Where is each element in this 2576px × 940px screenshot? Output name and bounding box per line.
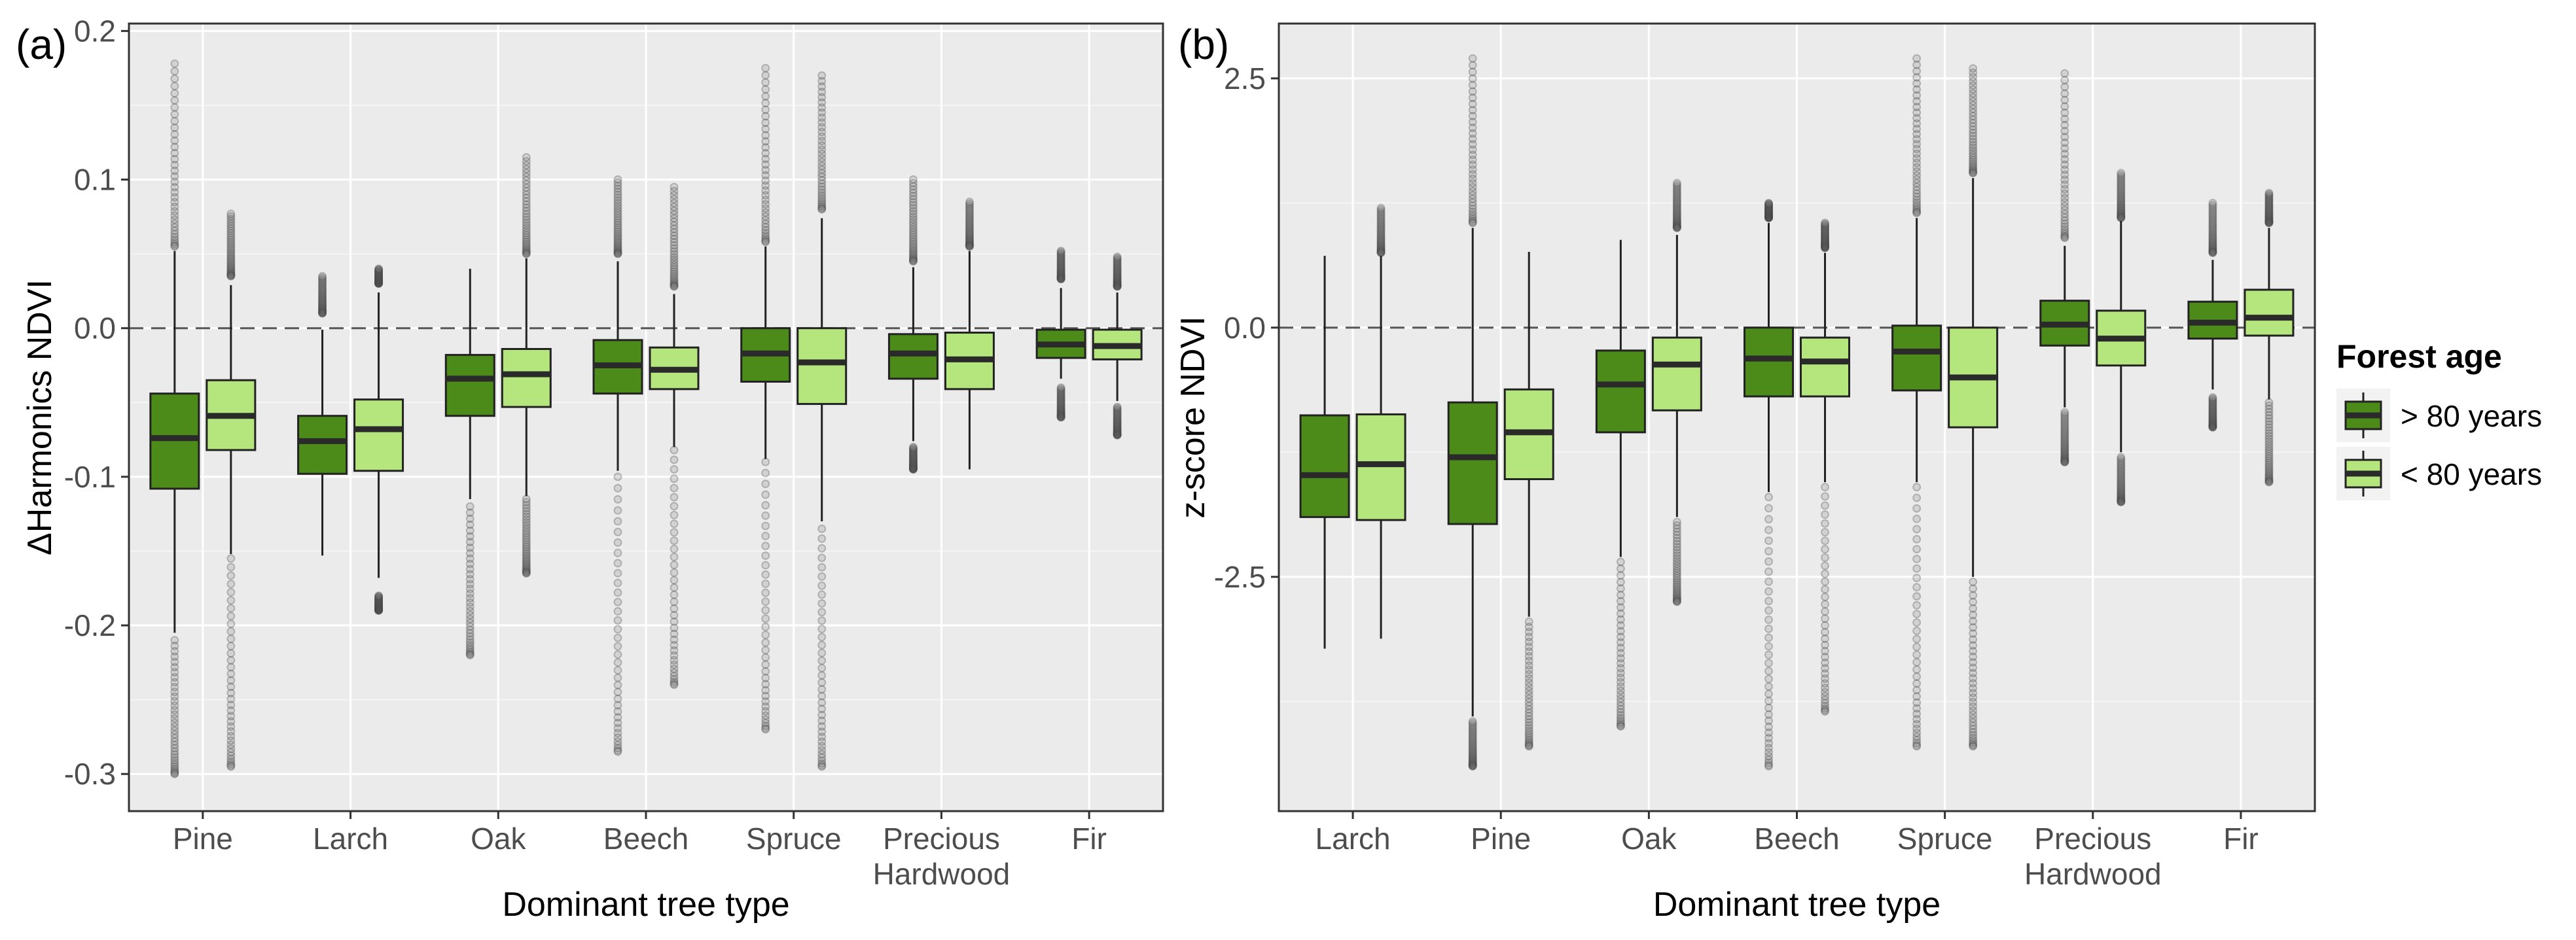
y-tick-label: 0.0 — [1224, 311, 1266, 345]
panel-label: (b) — [1178, 21, 1229, 68]
box-precious-over-80 — [887, 175, 939, 474]
box-fir-under-80 — [2244, 188, 2295, 487]
box-pine-over-80 — [149, 59, 200, 778]
x-tick-label: Oak — [1621, 822, 1677, 856]
x-tick-label: Precious — [883, 822, 1000, 856]
box-larch-over-80 — [1299, 256, 1350, 649]
legend-label-under-80: < 80 years — [2401, 457, 2542, 491]
legend-label-over-80: > 80 years — [2401, 399, 2542, 433]
box-spruce-under-80 — [1948, 64, 1999, 751]
y-tick-label: -2.5 — [1214, 560, 1266, 594]
box-larch-under-80 — [1355, 203, 1406, 639]
x-tick-label: Larch — [313, 822, 388, 856]
x-tick-label: Spruce — [1897, 822, 1993, 856]
box-spruce-over-80 — [1891, 54, 1942, 751]
x-tick-label: Hardwood — [873, 857, 1011, 891]
box-oak-under-80 — [501, 152, 552, 578]
x-tick-label: Beech — [1754, 822, 1839, 856]
y-tick-label: -0.1 — [64, 460, 116, 494]
box-pine-under-80 — [206, 209, 257, 771]
y-tick-label: -0.3 — [64, 757, 116, 791]
x-tick-label: Spruce — [746, 822, 842, 856]
box-pine-over-80 — [1447, 54, 1498, 771]
x-tick-label: Larch — [1315, 822, 1391, 856]
x-tick-label: Pine — [1471, 822, 1531, 856]
x-tick-label: Oak — [471, 822, 526, 856]
box-fir-over-80 — [2187, 198, 2238, 432]
box-beech-under-80 — [649, 183, 700, 689]
box-fir-over-80 — [1035, 247, 1086, 422]
y-tick-label: 0.1 — [74, 163, 116, 197]
box-beech-over-80 — [592, 175, 643, 756]
x-tick-label: Hardwood — [2024, 857, 2162, 891]
box-pine-under-80 — [1503, 252, 1554, 751]
x-tick-label: Beech — [603, 822, 689, 856]
box-larch-over-80 — [297, 271, 348, 556]
box-precious-over-80 — [2039, 69, 2090, 467]
y-tick-label: 2.5 — [1224, 61, 1266, 96]
y-tick-label: 0.2 — [74, 14, 116, 48]
box-beech-under-80 — [1800, 218, 1850, 716]
x-axis-title: Dominant tree type — [502, 886, 789, 924]
box-oak-under-80 — [1651, 179, 1702, 606]
x-tick-label: Fir — [1071, 822, 1107, 856]
box-oak-over-80 — [444, 268, 495, 659]
box-precious-under-80 — [944, 198, 995, 470]
panel-label: (a) — [16, 21, 67, 68]
box-precious-under-80 — [2096, 169, 2147, 507]
panel-a: 0.2 0.1 0.0 -0.1 -0.2 -0.3 Pine Larch Oak Beech Sp… — [16, 14, 1164, 924]
y-axis-title: ΔHarmonics NDVI — [21, 279, 59, 555]
x-tick-label: Precious — [2034, 822, 2151, 856]
y-tick-label: 0.0 — [74, 311, 116, 345]
x-tick-label: Fir — [2223, 822, 2259, 856]
y-axis-title: z-score NDVI — [1174, 316, 1212, 518]
x-tick-label: Pine — [173, 822, 233, 856]
box-fir-under-80 — [1092, 252, 1143, 440]
panel-b: 2.5 0.0 -2.5 Larch Pine Oak Beech Spruce Preciou… — [1174, 21, 2316, 924]
x-axis-title: Dominant tree type — [1653, 886, 1941, 924]
box-spruce-under-80 — [796, 71, 848, 771]
legend: Forest age > 80 years < 80 years — [2336, 338, 2542, 500]
box-beech-over-80 — [1744, 198, 1794, 771]
y-tick-label: -0.2 — [64, 608, 116, 642]
box-larch-under-80 — [353, 264, 404, 615]
box-oak-over-80 — [1595, 239, 1646, 731]
box-spruce-over-80 — [740, 63, 791, 734]
legend-title: Forest age — [2336, 338, 2502, 375]
